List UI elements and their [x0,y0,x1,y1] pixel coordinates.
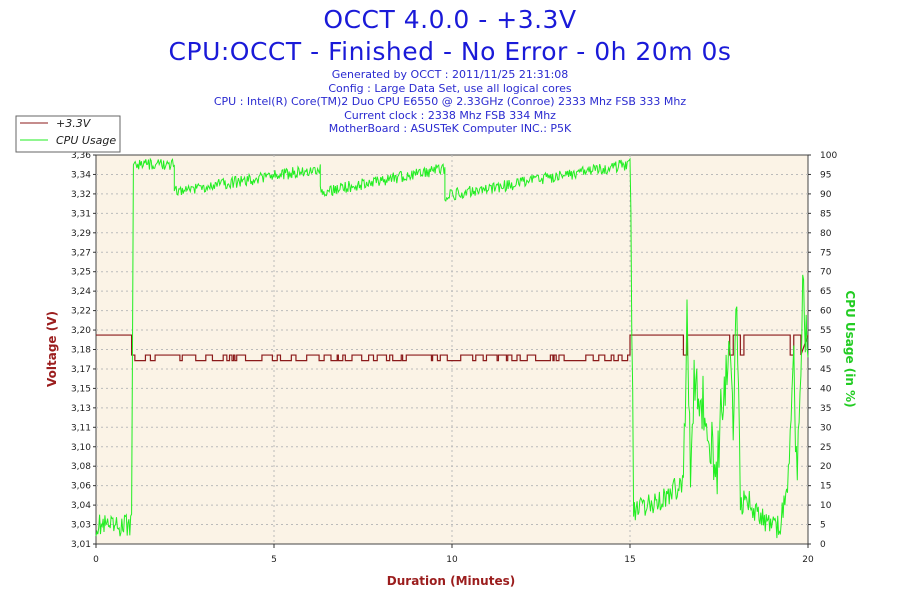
legend-box [15,115,121,153]
y-tick-label: 3,06 [71,482,91,492]
y2-tick-label: 50 [820,346,832,356]
x-axis-label: Duration (Minutes) [387,574,515,588]
info-motherboard: MotherBoard : ASUSTeK Computer INC.: P5K [328,122,572,135]
y-tick-label: 3,15 [71,384,91,394]
y2-tick-label: 10 [820,501,832,511]
y2-tick-label: 65 [820,287,831,297]
y-tick-label: 3,31 [71,209,91,219]
x-tick-label: 5 [271,555,277,565]
y2-axis-label: CPU Usage (in %) [843,290,857,407]
y-tick-label: 3,24 [71,287,91,297]
y2-tick-label: 100 [820,151,837,161]
chart-title: OCCT 4.0.0 - +3.3V [323,5,577,34]
y-axis-label: Voltage (V) [45,311,59,387]
y2-tick-label: 25 [820,443,831,453]
y-tick-label: 3,25 [71,268,91,278]
y-tick-label: 3,20 [71,326,91,336]
y2-tick-label: 20 [820,462,832,472]
y-tick-label: 3,32 [71,190,91,200]
y-tick-label: 3,08 [71,462,91,472]
y2-tick-label: 90 [820,190,832,200]
y-tick-label: 3,22 [71,307,91,317]
y-tick-label: 3,27 [71,248,91,258]
y2-tick-label: 70 [820,268,832,278]
y2-tick-label: 35 [820,404,831,414]
series-voltage-line [96,334,809,362]
y2-tick-label: 15 [820,482,831,492]
y2-tick-label: 60 [820,307,832,317]
y-tick-label: 3,18 [71,346,91,356]
y2-tick-label: 55 [820,326,831,336]
y-tick-label: 3,11 [71,423,91,433]
y-tick-label: 3,17 [71,365,91,375]
legend-label-cpu: CPU Usage [56,134,116,147]
legend-label-voltage: +3.3V [56,117,92,130]
y2-tick-label: 0 [820,540,826,550]
x-tick-label: 20 [802,555,814,565]
y2-tick-label: 5 [820,521,826,531]
y2-tick-label: 30 [820,423,832,433]
chart-subtitle: CPU:OCCT - Finished - No Error - 0h 20m … [168,37,732,66]
y-tick-label: 3,34 [71,170,91,180]
y2-tick-label: 85 [820,209,831,219]
y-tick-label: 3,03 [71,521,91,531]
info-cpu: CPU : Intel(R) Core(TM)2 Duo CPU E6550 @… [213,95,687,108]
x-tick-label: 15 [624,555,635,565]
y2-tick-label: 75 [820,248,831,258]
y-tick-label: 3,29 [71,229,91,239]
series-cpu-line [95,157,809,539]
info-generated: Generated by OCCT : 2011/11/25 21:31:08 [331,68,569,81]
y-tick-label: 3,10 [71,443,91,453]
chart-legend: +3.3V CPU Usage [15,115,121,153]
y-tick-label: 3,13 [71,404,91,414]
x-tick-label: 10 [446,555,458,565]
y2-tick-label: 95 [820,170,831,180]
info-config: Config : Large Data Set, use all logical… [328,81,572,95]
y-tick-label: 3,01 [71,540,91,550]
x-tick-label: 0 [93,555,99,565]
info-clock: Current clock : 2338 Mhz FSB 334 Mhz [344,108,556,122]
y-tick-label: 3,36 [71,151,91,161]
y-tick-label: 3,04 [71,501,91,511]
y2-tick-label: 40 [820,384,832,394]
y2-tick-label: 80 [820,229,832,239]
y2-tick-label: 45 [820,365,831,375]
